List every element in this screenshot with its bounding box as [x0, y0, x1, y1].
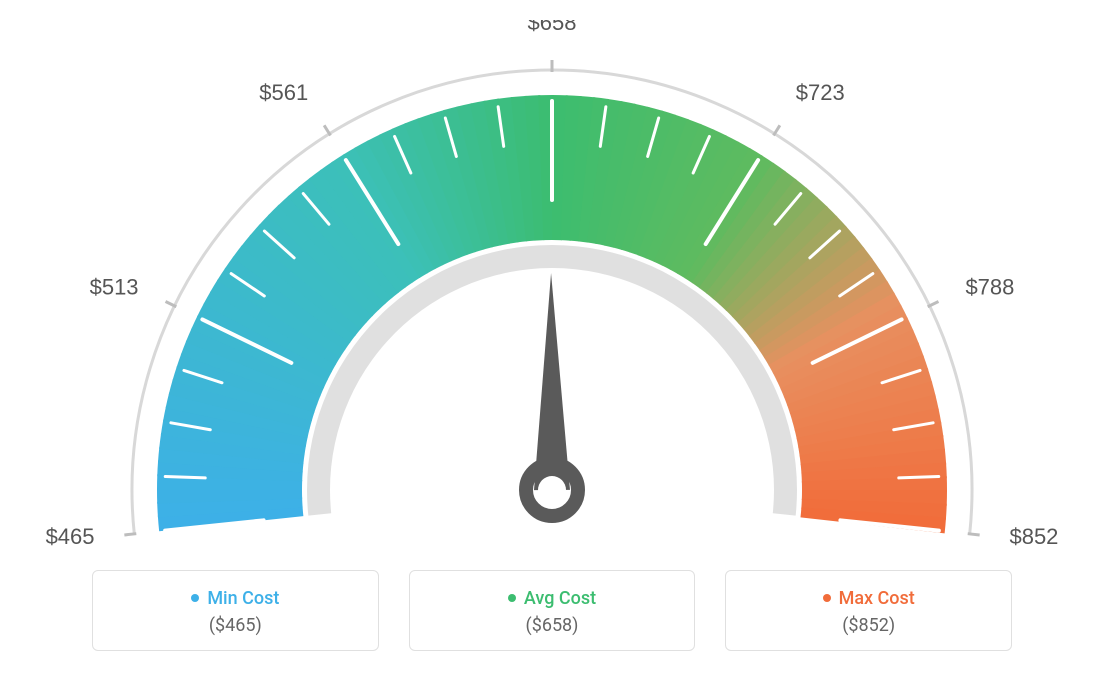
legend-avg-dot [508, 594, 516, 602]
legend-min-dot [191, 594, 199, 602]
svg-text:$852: $852 [1009, 524, 1058, 549]
legend-max-text: Max Cost [839, 588, 915, 609]
svg-text:$465: $465 [46, 524, 95, 549]
legend-min-card: Min Cost ($465) [92, 570, 379, 651]
svg-text:$561: $561 [259, 80, 308, 105]
legend-max-label: Max Cost [823, 588, 915, 609]
legend-max-value: ($852) [736, 615, 1001, 636]
legend-max-dot [823, 594, 831, 602]
cost-gauge: $465 $513 $561 $658 $723 $788 $852 [42, 20, 1062, 560]
legend-min-value: ($465) [103, 615, 368, 636]
svg-text:$513: $513 [90, 274, 139, 299]
gauge-svg: $465 $513 $561 $658 $723 $788 $852 [42, 20, 1062, 560]
legend-avg-card: Avg Cost ($658) [409, 570, 696, 651]
legend-min-text: Min Cost [207, 588, 279, 609]
legend-min-label: Min Cost [191, 588, 279, 609]
legend-row: Min Cost ($465) Avg Cost ($658) Max Cost… [92, 570, 1012, 651]
legend-avg-value: ($658) [420, 615, 685, 636]
legend-max-card: Max Cost ($852) [725, 570, 1012, 651]
svg-text:$723: $723 [796, 80, 845, 105]
svg-text:$658: $658 [528, 20, 577, 35]
legend-avg-text: Avg Cost [524, 588, 596, 609]
svg-text:$788: $788 [965, 274, 1014, 299]
legend-avg-label: Avg Cost [508, 588, 596, 609]
